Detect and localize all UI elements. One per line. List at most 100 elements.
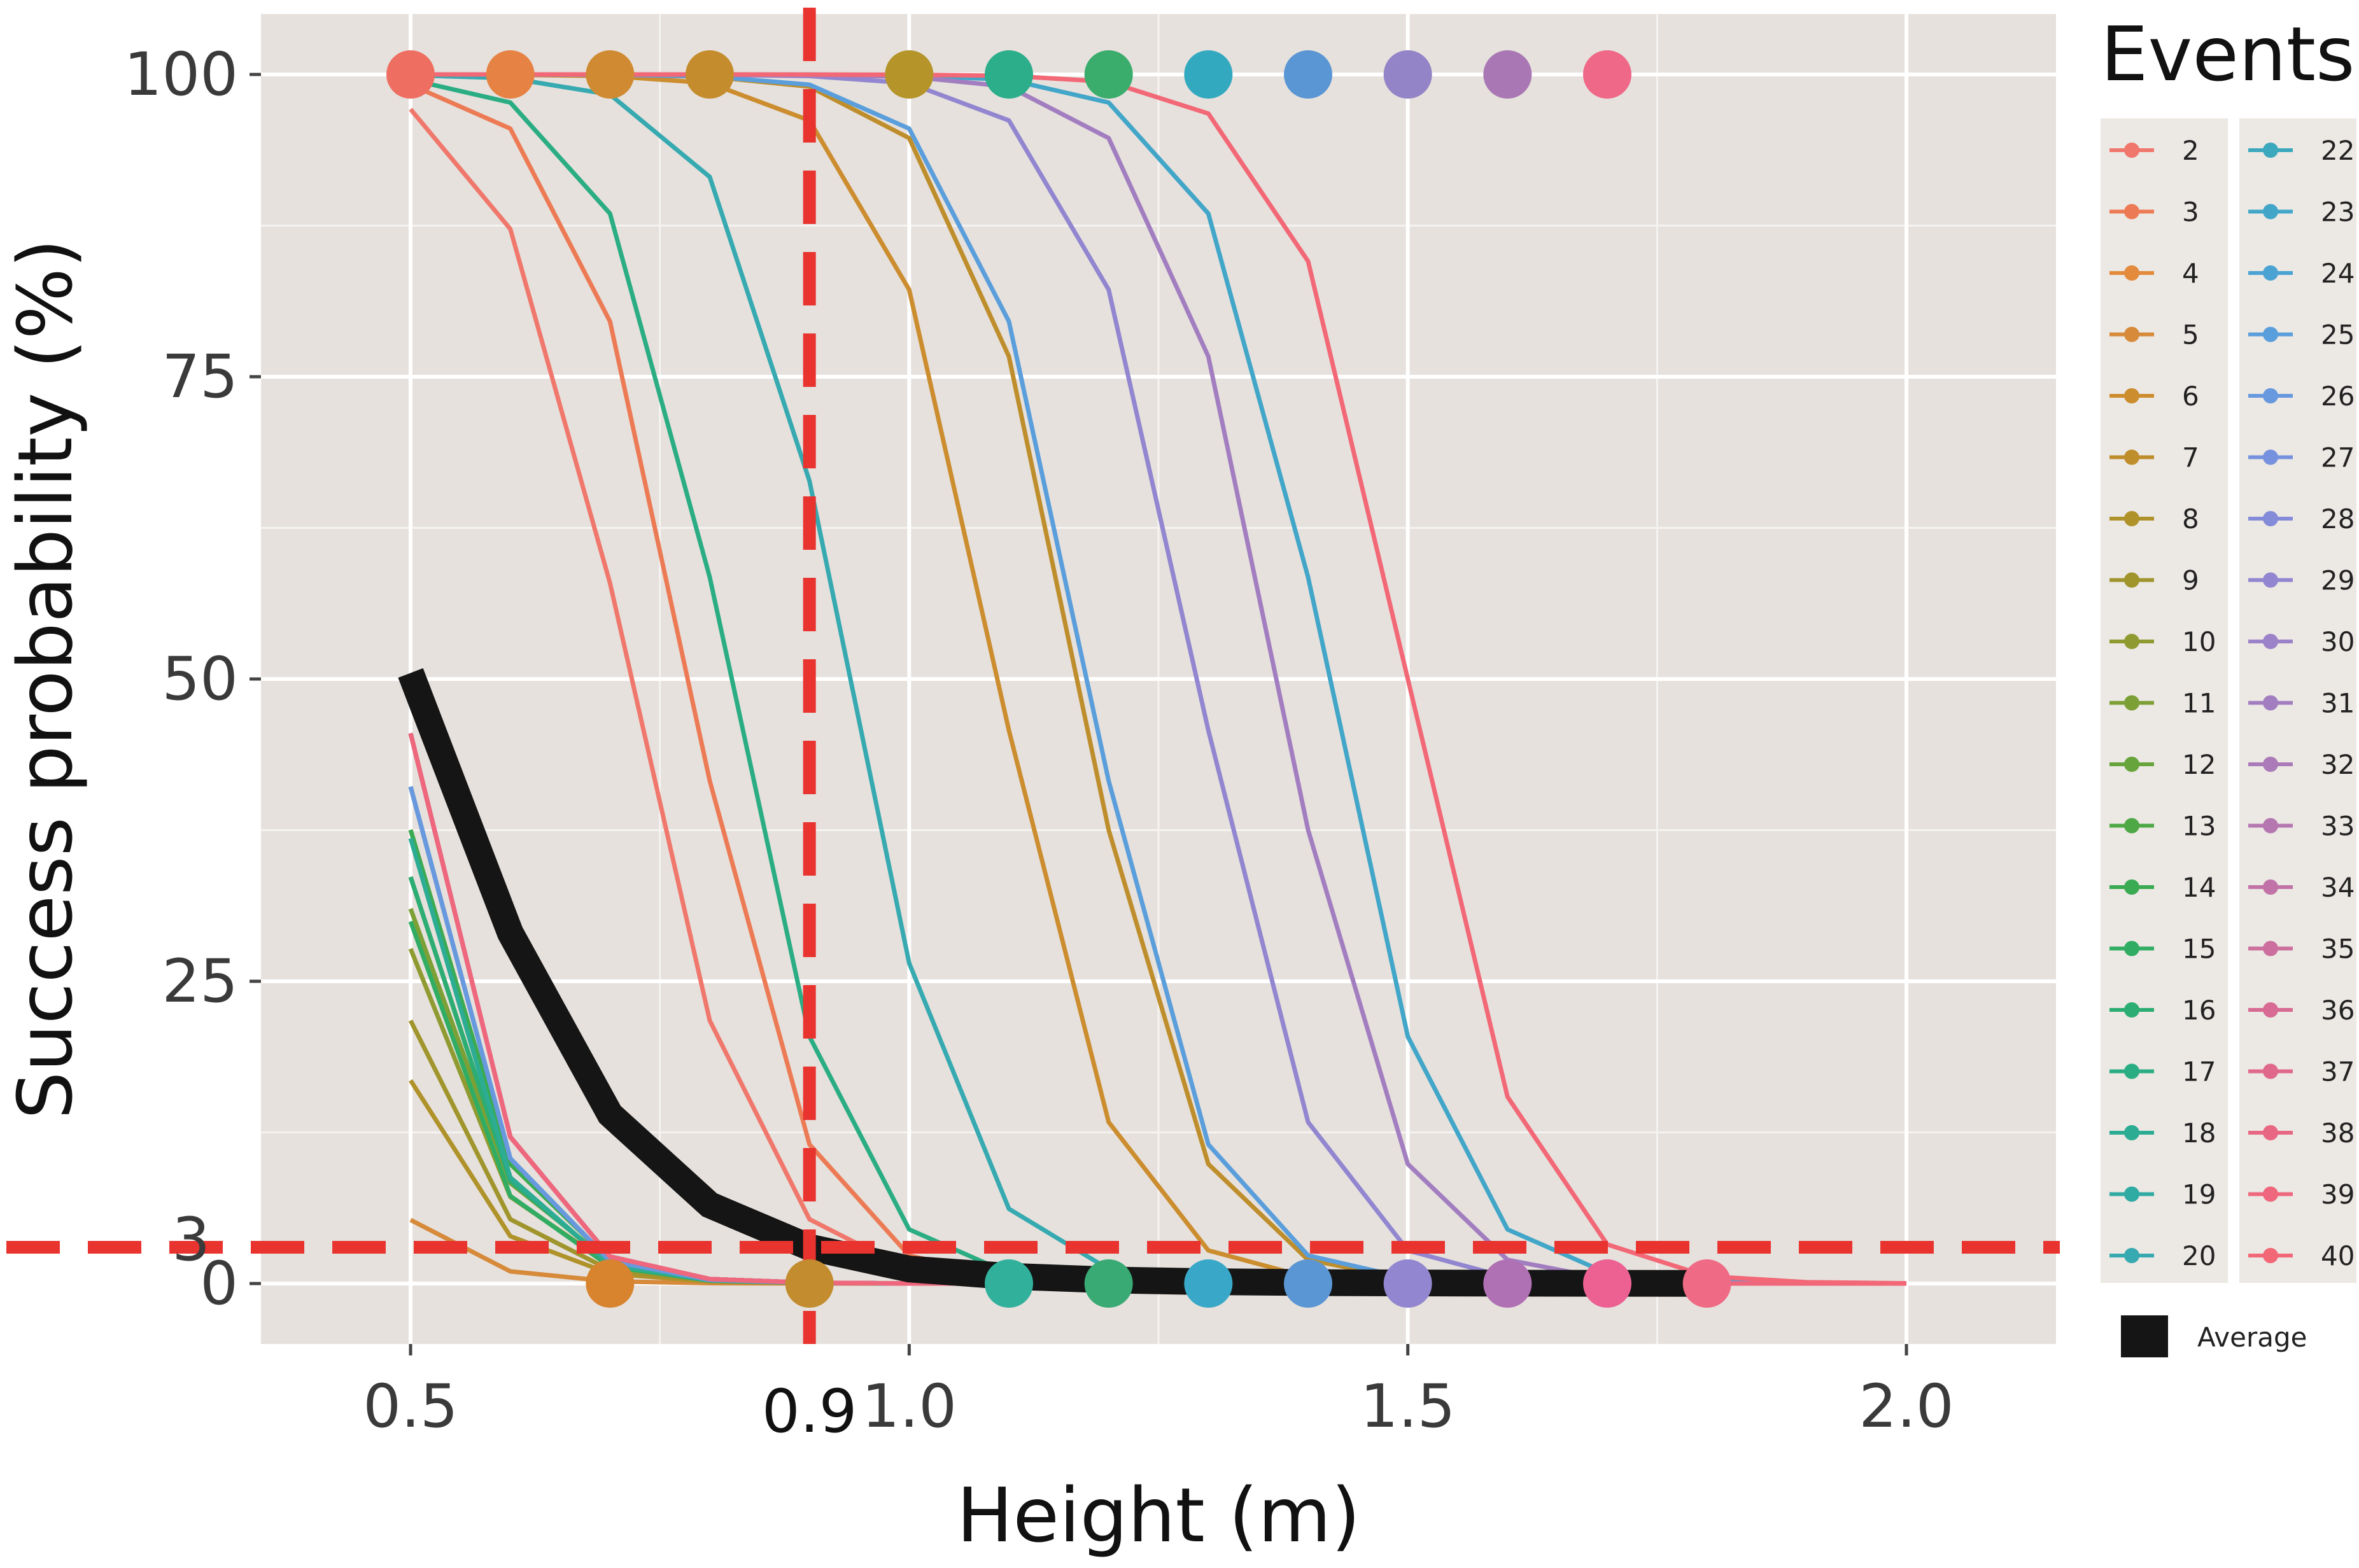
top-point — [1583, 50, 1631, 99]
legend-key-dot — [2124, 572, 2139, 588]
legend-key-dot — [2263, 449, 2278, 465]
legend-key-dot — [2124, 879, 2139, 895]
legend-label-3: 3 — [2182, 197, 2199, 228]
bottom-point — [785, 1259, 834, 1308]
legend-label-31: 31 — [2321, 688, 2355, 719]
legend-label-5: 5 — [2182, 319, 2199, 351]
legend-key-dot — [2124, 695, 2139, 711]
legend-key-dot — [2263, 511, 2278, 526]
y-tick-label: 25 — [162, 947, 238, 1016]
bottom-point — [586, 1259, 635, 1308]
legend-key-dot — [2124, 204, 2139, 220]
legend-key-dot — [2124, 143, 2139, 158]
top-point — [486, 50, 535, 99]
legend-key-dot — [2124, 1002, 2139, 1018]
legend-key-dot — [2263, 388, 2278, 403]
legend-key-dot — [2124, 511, 2139, 526]
y-tick-label: 75 — [162, 342, 238, 412]
y-axis-title: Success probability (%) — [1, 239, 89, 1119]
legend-key-dot — [2263, 695, 2278, 711]
legend-key-dot — [2124, 757, 2139, 772]
x-tick-label: 2.0 — [1859, 1372, 1954, 1441]
legend-label-39: 39 — [2321, 1179, 2355, 1210]
legend-key-dot — [2263, 1186, 2278, 1202]
legend-label-36: 36 — [2321, 995, 2355, 1026]
legend-key-dot — [2263, 1125, 2278, 1140]
top-point — [985, 50, 1033, 99]
legend-label-34: 34 — [2321, 872, 2355, 903]
legend-label-33: 33 — [2321, 811, 2355, 842]
legend-key-dot — [2124, 326, 2139, 342]
legend-key-dot — [2263, 757, 2278, 772]
legend-label-6: 6 — [2182, 381, 2199, 412]
legend-label-22: 22 — [2321, 135, 2355, 166]
legend-column-1-bg — [2101, 118, 2228, 1283]
top-point — [1383, 50, 1432, 99]
legend-key-dot — [2263, 879, 2278, 895]
legend-key-dot — [2124, 449, 2139, 465]
top-point — [1284, 50, 1332, 99]
legend-label-4: 4 — [2182, 258, 2199, 289]
legend-label-7: 7 — [2182, 442, 2199, 473]
event-points — [386, 50, 1731, 1308]
legend-label-12: 12 — [2182, 749, 2216, 780]
x-axis-title: Height (m) — [957, 1471, 1361, 1559]
legend-label-32: 32 — [2321, 749, 2355, 780]
legend-label-35: 35 — [2321, 934, 2355, 965]
top-point — [686, 50, 734, 99]
legend-key-dot — [2263, 265, 2278, 281]
bottom-point — [1383, 1259, 1432, 1308]
legend-key-dot — [2124, 388, 2139, 403]
legend-key-dot — [2124, 1186, 2139, 1202]
y-threshold-label: 3 — [172, 1205, 210, 1275]
legend-key-dot — [2263, 326, 2278, 342]
legend-key-dot — [2124, 1125, 2139, 1140]
bottom-point — [1184, 1259, 1233, 1308]
legend-average-label: Average — [2197, 1322, 2307, 1353]
x-threshold-label: 0.9 — [762, 1377, 857, 1446]
legend-key-dot — [2263, 1002, 2278, 1018]
legend-key-dot — [2124, 1063, 2139, 1079]
legend-key-dot — [2263, 941, 2278, 956]
legend-label-28: 28 — [2321, 503, 2355, 535]
bottom-point — [1583, 1259, 1631, 1308]
legend-label-16: 16 — [2182, 995, 2216, 1026]
legend-label-19: 19 — [2182, 1179, 2216, 1210]
legend-column-2-bg — [2239, 118, 2356, 1283]
legend-label-26: 26 — [2321, 381, 2355, 412]
legend-label-17: 17 — [2182, 1056, 2216, 1088]
top-point — [1483, 50, 1532, 99]
top-point — [586, 50, 635, 99]
legend-label-9: 9 — [2182, 565, 2199, 596]
legend-title: Events — [2101, 10, 2355, 98]
legend-label-37: 37 — [2321, 1056, 2355, 1088]
legend-label-18: 18 — [2182, 1117, 2216, 1149]
x-tick-label: 1.5 — [1360, 1372, 1456, 1441]
legend-key-dot — [2124, 634, 2139, 649]
legend-key-dot — [2263, 634, 2278, 649]
top-point — [1184, 50, 1233, 99]
legend-label-10: 10 — [2182, 626, 2216, 657]
legend-label-24: 24 — [2321, 258, 2355, 289]
legend-label-29: 29 — [2321, 565, 2355, 596]
legend-label-23: 23 — [2321, 197, 2355, 228]
legend-label-27: 27 — [2321, 442, 2355, 473]
legend-label-20: 20 — [2182, 1240, 2216, 1271]
bottom-point — [1084, 1259, 1133, 1308]
legend-key-dot — [2124, 1248, 2139, 1263]
legend-key-dot — [2263, 1063, 2278, 1079]
legend-label-25: 25 — [2321, 319, 2355, 351]
bottom-point — [1284, 1259, 1332, 1308]
top-point — [1084, 50, 1133, 99]
top-point — [386, 50, 435, 99]
top-point — [885, 50, 934, 99]
legend-label-38: 38 — [2321, 1117, 2355, 1149]
bottom-point — [1483, 1259, 1532, 1308]
y-tick-label: 100 — [124, 40, 238, 109]
legend-key-dot — [2124, 941, 2139, 956]
legend-label-13: 13 — [2182, 811, 2216, 842]
legend-key-dot — [2263, 818, 2278, 834]
legend-average-key — [2121, 1315, 2168, 1357]
legend-label-15: 15 — [2182, 934, 2216, 965]
